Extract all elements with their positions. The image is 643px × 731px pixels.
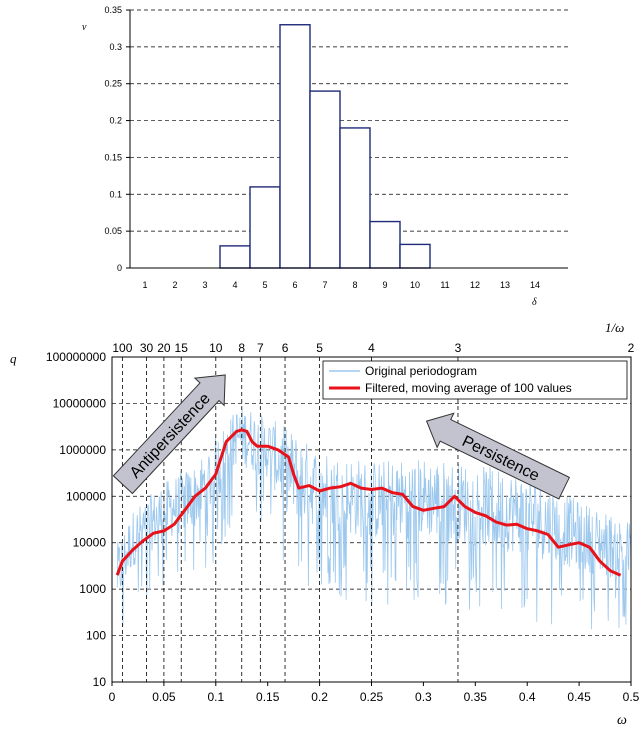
periodogram-x-tick-label: 0.05 [152, 690, 176, 704]
hist-bar [309, 90, 341, 269]
periodogram-top-axis-label: 1/ω [605, 320, 624, 335]
hist-x-tick-label: 14 [530, 280, 540, 290]
hist-y-ticks: 0 0.05 0.1 0.15 0.2 0.25 0.3 0.35 [104, 5, 130, 273]
hist-bar [369, 220, 401, 269]
legend-label-original: Original periodogram [365, 364, 477, 378]
hist-x-tick-label: 11 [440, 280, 449, 290]
hist-y-tick-label: 0.05 [104, 226, 122, 236]
periodogram-top-tick-label: 20 [157, 341, 171, 355]
periodogram-top-tick-label: 2 [628, 341, 635, 355]
persistence-arrow [425, 412, 571, 500]
periodogram-top-tick-label: 8 [238, 341, 245, 355]
periodogram-y-tick-label: 100000000 [46, 350, 106, 364]
periodogram-x-tick-label: 0.15 [256, 690, 280, 704]
legend-box [322, 360, 628, 400]
periodogram-x-tick-label: 0.2 [311, 690, 328, 704]
hist-bar [339, 127, 371, 269]
hist-y-tick-label: 0.3 [109, 42, 122, 52]
periodogram-x-tick-label: 0.3 [415, 690, 432, 704]
periodogram-top-tick-label: 4 [368, 341, 375, 355]
periodogram-top-tick-label: 100 [112, 341, 132, 355]
persistence-annotation: Persistence [425, 412, 571, 500]
periodogram-top-tick-label: 5 [316, 341, 323, 355]
hist-x-tick-label: 8 [352, 280, 357, 290]
hist-x-tick-label: 12 [470, 280, 480, 290]
hist-x-tick-label: 10 [410, 280, 420, 290]
hist-x-tick-label: 1 [142, 280, 147, 290]
hist-y-tick-label: 0.35 [104, 5, 122, 15]
hist-bar [219, 245, 251, 269]
periodogram-top-tick-label: 3 [455, 341, 462, 355]
legend: Original periodogram Filtered, moving av… [322, 360, 628, 400]
hist-x-tick-label: 6 [292, 280, 297, 290]
legend-label-filtered: Filtered, moving average of 100 values [365, 381, 572, 395]
hist-y-tick-label: 0 [117, 263, 122, 273]
hist-y-tick-label: 0.2 [109, 116, 122, 126]
periodogram-chart: 1010010001000010000010000001000000010000… [10, 320, 640, 728]
histogram-chart: 00.050.10.150.20.250.30.35 1 2 3 4 5 6 7 8 9 10 11… [82, 5, 568, 308]
periodogram-y-tick-label: 100 [86, 629, 106, 643]
periodogram-x-axis-label: ω [617, 713, 627, 728]
hist-y-tick-label: 0.15 [104, 152, 122, 162]
periodogram-x-tick-label: 0.4 [519, 690, 536, 704]
hist-x-tick-label: 7 [322, 280, 327, 290]
periodogram-filtered-line [115, 428, 622, 577]
periodogram-top-tick-label: 6 [282, 341, 289, 355]
antipersistence-arrow [112, 374, 226, 495]
periodogram-original-series [116, 408, 631, 630]
hist-x-tick-label: 4 [232, 280, 237, 290]
periodogram-y-tick-label: 10000000 [53, 396, 107, 410]
periodogram-top-tick-label: 7 [257, 341, 264, 355]
periodogram-original-line [116, 408, 631, 630]
hist-y-axis-label: v [82, 22, 87, 33]
antipersistence-label: Antipersistence [127, 390, 214, 482]
periodogram-x-tick-label: 0 [109, 690, 116, 704]
hist-bar [279, 24, 311, 269]
periodogram-y-tick-label: 100000 [66, 489, 106, 503]
hist-x-tick-label: 5 [262, 280, 267, 290]
hist-x-ticks: 1 2 3 4 5 6 7 8 9 10 11 12 13 14 [142, 280, 540, 290]
hist-x-tick-label: 13 [500, 280, 510, 290]
hist-x-tick-label: 2 [172, 280, 177, 290]
periodogram-y-ticks: 10 100 1000 10000 100000 1000000 10000000 10000… [46, 350, 106, 689]
hist-bars [219, 24, 431, 269]
hist-x-tick-label: 9 [382, 280, 387, 290]
hist-bar [249, 186, 281, 269]
periodogram-y-tick-label: 1000 [79, 582, 106, 596]
periodogram-y-axis-label: q [10, 351, 17, 366]
periodogram-x-tick-label: 0.45 [567, 690, 591, 704]
periodogram-x-tick-label: 0.1 [207, 690, 224, 704]
periodogram-y-tick-label: 10 [93, 675, 107, 689]
hist-x-tick-label: 3 [202, 280, 207, 290]
periodogram-top-tick-label: 30 [140, 341, 154, 355]
periodogram-top-ticks: 100 30 20 15 10 8 7 6 5 4 3 2 [112, 341, 634, 355]
periodogram-x-ticks: 0 0.05 0.1 0.15 0.2 0.25 0.3 0.35 0.4 0.45 0.5 [109, 682, 640, 704]
periodogram-x-tick-label: 0.35 [464, 690, 488, 704]
periodogram-top-tick-label: 15 [175, 341, 189, 355]
periodogram-top-tick-label: 10 [209, 341, 223, 355]
periodogram-x-tick-label: 0.5 [623, 690, 640, 704]
hist-bar [399, 243, 431, 269]
periodogram-y-tick-label: 10000 [73, 536, 107, 550]
periodogram-filtered-series [115, 428, 622, 577]
hist-y-tick-label: 0.1 [109, 189, 122, 199]
hist-x-axis-label: δ [532, 297, 537, 308]
hist-y-tick-label: 0.25 [104, 79, 122, 89]
periodogram-x-tick-label: 0.25 [360, 690, 384, 704]
periodogram-y-tick-label: 1000000 [59, 443, 106, 457]
